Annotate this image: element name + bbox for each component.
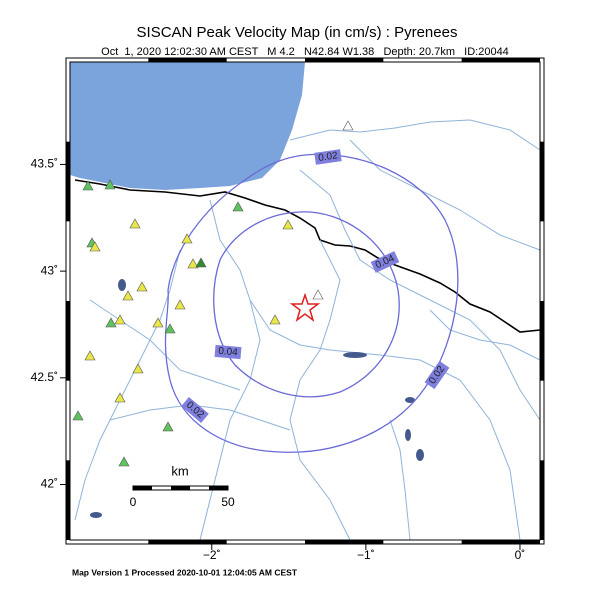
contour-label-text: 0.04 xyxy=(218,346,239,359)
frame-bar xyxy=(540,301,544,381)
y-tick-label: 42˚ xyxy=(41,477,58,491)
stations xyxy=(72,120,354,467)
station xyxy=(105,317,117,328)
title: SISCAN Peak Velocity Map (in cm/s) : Pyr… xyxy=(137,24,458,41)
contour-label: 0.02 xyxy=(314,149,342,165)
station xyxy=(122,290,134,301)
station xyxy=(72,410,84,421)
station xyxy=(104,179,116,190)
epicenter xyxy=(289,292,321,322)
y-tick-label: 43.5˚ xyxy=(31,157,58,171)
station xyxy=(118,456,130,467)
station xyxy=(181,233,193,244)
y-tick-label: 43˚ xyxy=(41,263,58,277)
map-area: 0.020.040.040.020.02 xyxy=(70,62,541,541)
sea xyxy=(70,62,305,190)
scale-seg xyxy=(171,486,190,490)
station xyxy=(162,421,174,432)
contour-label-box xyxy=(424,360,450,390)
scale-seg xyxy=(133,486,152,490)
axis: 42˚ 42.5˚ 43˚ 43.5˚ −2˚ −1˚ 0˚ xyxy=(31,58,544,562)
x-tick-label: −1˚ xyxy=(357,548,375,562)
frame-bar xyxy=(66,460,70,540)
station xyxy=(174,299,186,310)
scale-title: km xyxy=(171,463,188,478)
contour-004 xyxy=(213,211,400,398)
frame-bar xyxy=(461,58,540,62)
footer: Map Version 1 Processed 2020-10-01 12:04… xyxy=(72,567,298,577)
station xyxy=(114,314,126,325)
contour-label-box xyxy=(181,397,209,423)
lakes xyxy=(90,279,424,518)
station xyxy=(89,241,101,252)
contour-label: 0.04 xyxy=(214,344,242,360)
station xyxy=(136,281,148,292)
station xyxy=(129,218,141,229)
station xyxy=(269,314,281,325)
scale-bar: km 0 50 xyxy=(130,463,235,509)
frame-bar xyxy=(461,540,540,544)
x-tick-label: −2˚ xyxy=(203,548,221,562)
scale-seg xyxy=(209,486,228,490)
frame-bar xyxy=(540,141,544,222)
frame-bar xyxy=(305,540,384,544)
station xyxy=(195,257,207,268)
station xyxy=(232,201,244,212)
contour-label-box xyxy=(314,149,342,165)
station xyxy=(342,120,354,131)
scale-label: 0 xyxy=(130,495,137,509)
station xyxy=(82,180,94,191)
station xyxy=(114,392,126,403)
contour-label-box xyxy=(214,344,242,360)
border xyxy=(74,179,541,333)
station xyxy=(84,350,96,361)
station xyxy=(152,317,164,328)
y-tick-label: 42.5˚ xyxy=(31,370,58,384)
contour-002 xyxy=(164,153,459,453)
subtitle: Oct 1, 2020 12:02:30 AM CEST M 4.2 N42.8… xyxy=(101,46,509,58)
frame-bar xyxy=(66,301,70,381)
contour-label-text: 0.02 xyxy=(318,150,339,164)
station xyxy=(164,323,176,334)
frame-bar xyxy=(148,540,227,544)
contour-label-box xyxy=(370,251,400,273)
scale-label: 50 xyxy=(221,495,235,509)
frame-bar xyxy=(66,141,70,222)
x-tick-label: 0˚ xyxy=(515,548,526,562)
station xyxy=(312,289,324,300)
station xyxy=(132,363,144,374)
station xyxy=(282,219,294,230)
frame-bar xyxy=(305,58,384,62)
frame-bar xyxy=(540,460,544,540)
station xyxy=(187,258,199,269)
frame-bar xyxy=(148,58,227,62)
